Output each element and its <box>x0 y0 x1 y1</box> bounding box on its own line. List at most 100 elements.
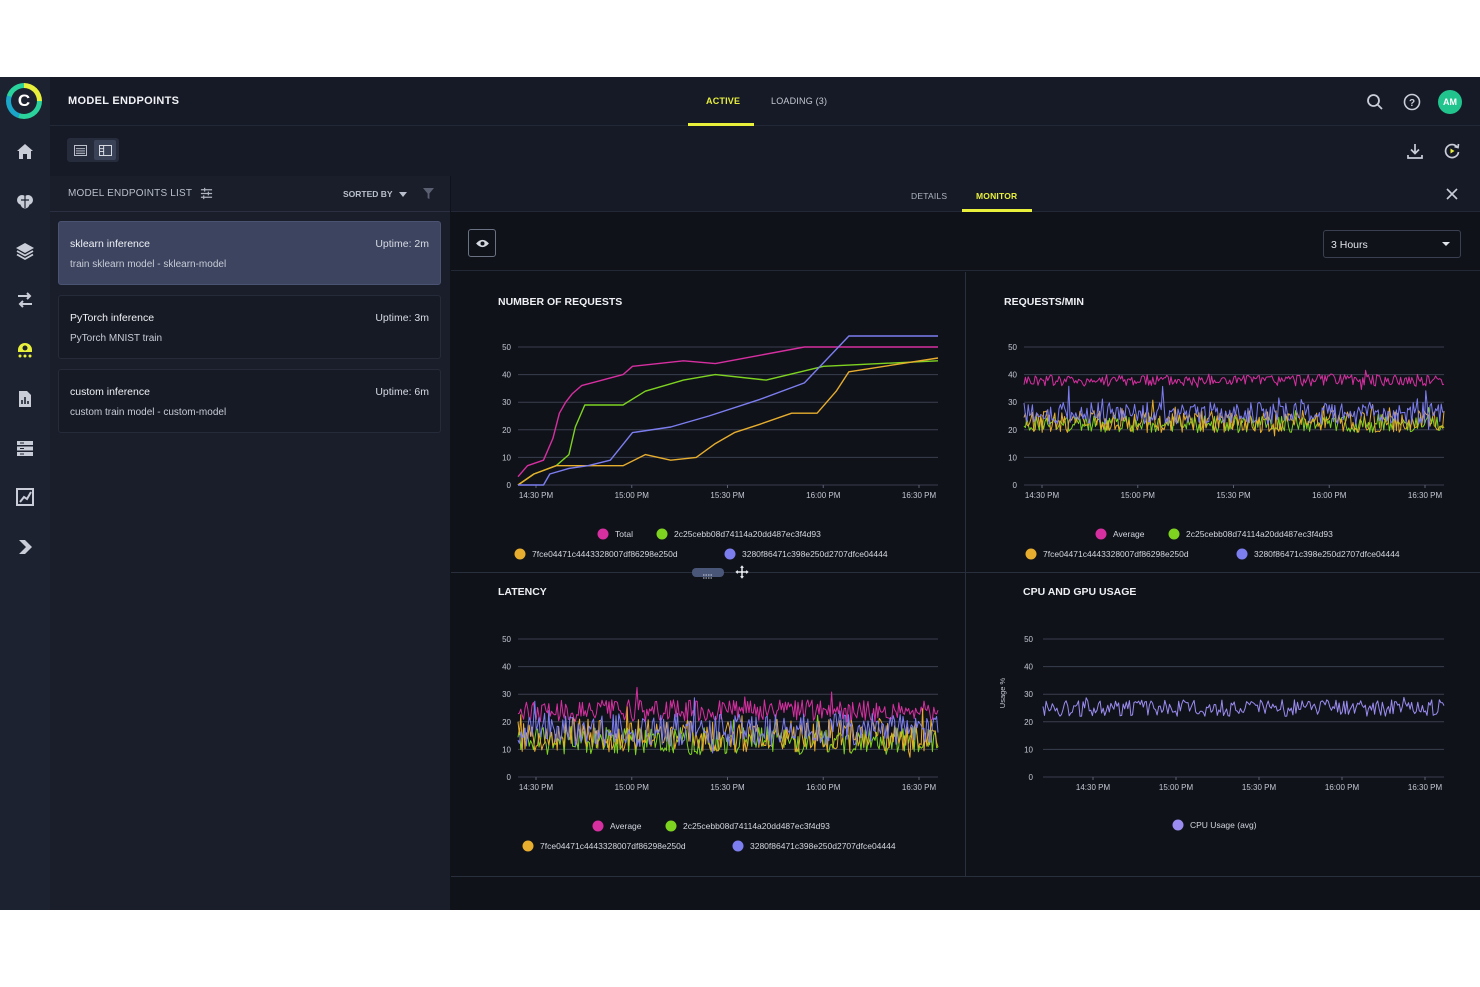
sort-dropdown[interactable]: SORTED BY <box>343 189 393 199</box>
y-tick-label: 40 <box>1024 663 1033 672</box>
chart-cpu-gpu-usage: CPU AND GPU USAGE Usage % 0 10 20 30 40 50 14:30… <box>966 573 1480 876</box>
grip-icon <box>703 574 713 579</box>
series-line <box>517 697 939 754</box>
model-endpoints-icon[interactable] <box>13 337 37 361</box>
svg-text:?: ? <box>1409 98 1415 109</box>
legend-label: CPU Usage (avg) <box>1190 820 1257 830</box>
tab-active[interactable]: ACTIVE <box>706 96 741 106</box>
brain-icon[interactable] <box>13 189 37 213</box>
y-axis-label: Usage % <box>998 677 1007 708</box>
series-line <box>1023 385 1445 430</box>
y-tick-label: 40 <box>502 371 511 380</box>
y-tick-label: 20 <box>1024 718 1033 727</box>
x-tick-label: 16:30 PM <box>1408 783 1443 792</box>
x-tick-label: 14:30 PM <box>519 783 554 792</box>
tab-loading[interactable]: LOADING (3) <box>771 96 828 106</box>
legend-label: Average <box>610 821 642 831</box>
time-range-value: 3 Hours <box>1331 239 1368 251</box>
legend-swatch <box>522 840 534 852</box>
toolbar <box>50 126 1480 176</box>
y-tick-label: 40 <box>502 663 511 672</box>
datastore-icon[interactable] <box>13 436 37 460</box>
legend-label: 3280f86471c398e250d2707dfce04444 <box>1254 549 1400 559</box>
refresh-icon[interactable] <box>1442 141 1462 161</box>
y-tick-label: 50 <box>502 635 511 644</box>
download-icon[interactable] <box>1405 141 1425 161</box>
y-tick-label: 10 <box>1008 453 1017 462</box>
visibility-button[interactable] <box>468 229 496 257</box>
endpoint-uptime: Uptime: 6m <box>375 386 429 398</box>
monitor-controls: 3 Hours <box>451 212 1480 271</box>
endpoint-card-sklearn[interactable]: sklearn inference train sklearn model - … <box>58 221 441 285</box>
chart-latency: LATENCY 0 10 20 30 40 50 14:30 PM 15:00 PM 15:30 … <box>451 573 965 876</box>
series-line <box>1023 369 1445 390</box>
x-tick-label: 16:00 PM <box>1325 783 1360 792</box>
tab-active-indicator <box>688 123 754 126</box>
chevron-down-icon <box>1442 242 1450 246</box>
chart-svg: REQUESTS/MIN 0 10 20 30 40 50 14:30 PM 15:00 PM 1… <box>1004 296 1445 560</box>
tab-details[interactable]: DETAILS <box>911 191 948 201</box>
split-view-button[interactable] <box>94 140 116 160</box>
endpoint-name: PyTorch inference <box>70 312 155 324</box>
chart-requests-per-min: REQUESTS/MIN 0 10 20 30 40 50 14:30 PM 15:00 PM 1… <box>966 272 1480 572</box>
tab-monitor-indicator <box>962 209 1032 212</box>
legend-label: Total <box>615 529 633 539</box>
legend-swatch <box>592 820 604 832</box>
chart-title: LATENCY <box>498 586 547 598</box>
legend-swatch <box>514 548 526 560</box>
x-tick-label: 15:00 PM <box>615 491 650 500</box>
time-range-select[interactable]: 3 Hours <box>1323 230 1461 258</box>
endpoint-uptime: Uptime: 2m <box>375 238 429 250</box>
x-tick-label: 16:30 PM <box>1408 491 1443 500</box>
legend-swatch <box>656 528 668 540</box>
endpoint-uptime: Uptime: 3m <box>375 312 429 324</box>
user-avatar[interactable]: AM <box>1438 90 1462 114</box>
series-line <box>1023 407 1445 434</box>
pipelines-icon[interactable] <box>13 288 37 312</box>
series-line <box>518 335 938 486</box>
home-icon[interactable] <box>13 140 37 164</box>
endpoint-name: custom inference <box>70 386 150 398</box>
panel-divider-vertical <box>965 272 966 876</box>
expand-rail-icon[interactable] <box>13 535 37 559</box>
tab-monitor[interactable]: MONITOR <box>976 191 1018 201</box>
list-view-button[interactable] <box>69 140 91 160</box>
y-tick-label: 30 <box>502 690 511 699</box>
endpoint-card-custom[interactable]: custom inference custom train model - cu… <box>58 369 441 433</box>
y-tick-label: 50 <box>1008 343 1017 352</box>
sort-caret-icon[interactable] <box>399 192 407 197</box>
series-line <box>1042 696 1445 717</box>
filter-icon[interactable] <box>423 188 434 199</box>
endpoint-detail-panel: DETAILS MONITOR 3 Hours NUMBER OF REQUES… <box>451 176 1480 910</box>
help-icon[interactable]: ? <box>1402 92 1422 112</box>
legend-label: 7fce04471c4443328007df86298e250d <box>540 841 686 851</box>
endpoint-card-pytorch[interactable]: PyTorch inference PyTorch MNIST train Up… <box>58 295 441 359</box>
legend-label: 7fce04471c4443328007df86298e250d <box>532 549 678 559</box>
y-tick-label: 0 <box>1013 481 1018 490</box>
y-tick-label: 30 <box>1008 398 1017 407</box>
x-tick-label: 15:30 PM <box>1216 491 1251 500</box>
close-icon[interactable] <box>1444 186 1460 202</box>
series-line <box>517 346 938 478</box>
x-tick-label: 14:30 PM <box>1025 491 1060 500</box>
dashboard-chart-icon[interactable] <box>13 485 37 509</box>
top-header: MODEL ENDPOINTS ACTIVE LOADING (3) ? AM <box>50 77 1480 126</box>
app-logo[interactable]: C <box>6 83 42 119</box>
legend-swatch <box>1236 548 1248 560</box>
reports-icon[interactable] <box>13 387 37 411</box>
y-tick-label: 30 <box>1024 690 1033 699</box>
y-tick-label: 50 <box>502 343 511 352</box>
endpoint-subtitle: custom train model - custom-model <box>70 407 227 418</box>
resize-handle[interactable] <box>692 568 724 579</box>
series-line <box>517 357 939 486</box>
x-tick-label: 15:30 PM <box>1242 783 1277 792</box>
layers-icon[interactable] <box>13 239 37 263</box>
chart-svg: NUMBER OF REQUESTS 0 10 20 30 40 50 14:30 PM 15:… <box>498 296 939 560</box>
nav-rail: C <box>0 77 50 910</box>
legend-label: 3280f86471c398e250d2707dfce04444 <box>742 549 888 559</box>
columns-toggle-icon[interactable] <box>200 187 213 200</box>
x-tick-label: 15:00 PM <box>1159 783 1194 792</box>
search-icon[interactable] <box>1365 92 1385 112</box>
x-tick-label: 16:30 PM <box>902 783 937 792</box>
legend-label: 3280f86471c398e250d2707dfce04444 <box>750 841 896 851</box>
